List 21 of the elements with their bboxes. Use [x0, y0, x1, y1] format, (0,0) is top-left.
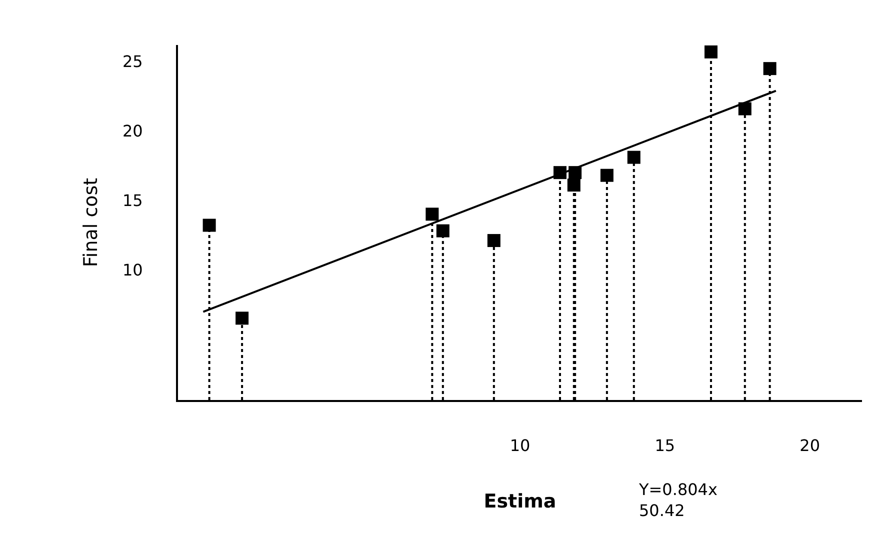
text: Y=0.804x 50.42 — [638, 480, 718, 520]
y-axis-title: Final cost — [80, 178, 102, 268]
y-tick-label: 10 — [122, 260, 143, 280]
point — [763, 62, 776, 76]
x-axis-title: Estima — [484, 490, 556, 512]
point — [704, 45, 718, 58]
point — [426, 208, 439, 221]
point — [236, 312, 249, 325]
x-tick-label: 10 — [510, 436, 530, 456]
y-tick-label: 25 — [122, 52, 143, 72]
point — [738, 102, 752, 116]
point — [567, 178, 580, 192]
point — [487, 234, 500, 248]
x-tick-label: 20 — [800, 436, 820, 456]
point — [627, 150, 640, 164]
y-tick-label: 20 — [122, 122, 143, 141]
point — [436, 224, 450, 238]
y-tick-label: 15 — [122, 190, 143, 210]
point — [202, 218, 216, 232]
x-tick-label: 15 — [654, 436, 676, 456]
point — [600, 168, 614, 182]
